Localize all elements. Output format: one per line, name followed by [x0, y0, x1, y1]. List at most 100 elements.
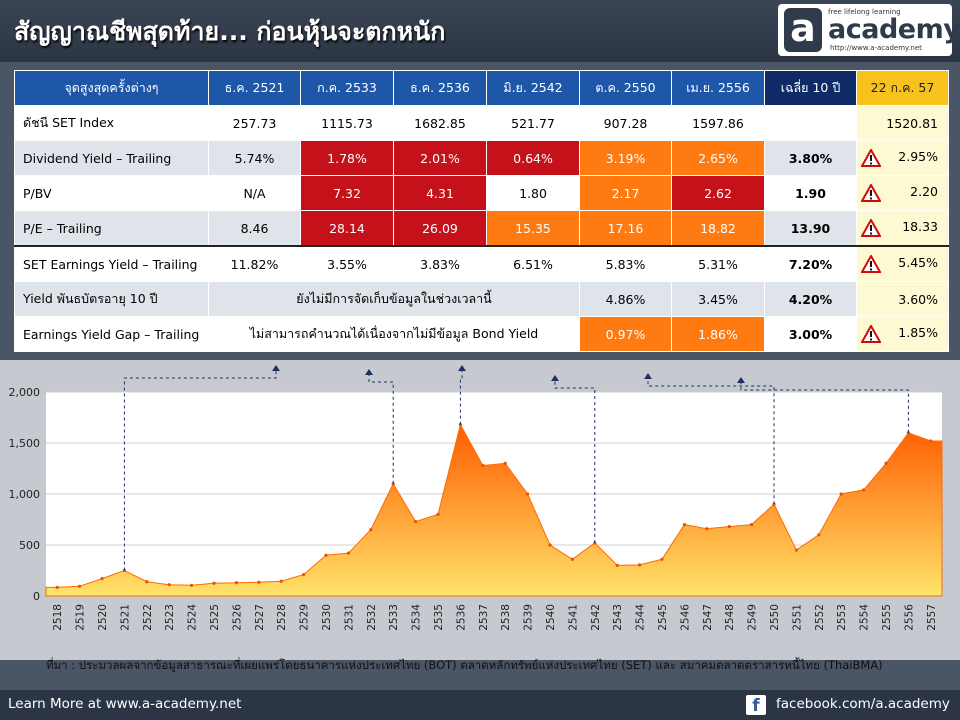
- current-value: 5.45%: [898, 255, 938, 270]
- average-cell: 1.90: [764, 175, 857, 211]
- x-tick-label: 2556: [903, 604, 915, 631]
- data-point: [279, 579, 283, 583]
- value-cell: 6.51%: [486, 245, 580, 282]
- y-tick-label: 2,000: [9, 386, 41, 399]
- x-tick-label: 2550: [769, 604, 781, 631]
- data-point: [145, 580, 149, 584]
- data-point: [234, 581, 238, 585]
- value-cell: 0.97%: [579, 316, 672, 352]
- x-tick-label: 2526: [231, 604, 243, 631]
- x-tick-label: 2532: [366, 604, 378, 631]
- data-point: [212, 581, 216, 585]
- x-tick-label: 2539: [523, 604, 535, 631]
- valuation-table: จุดสูงสุดครั้งต่างๆ ธ.ค. 2521 ก.ค. 2533 …: [14, 70, 949, 352]
- x-tick-label: 2524: [187, 604, 199, 631]
- data-point: [190, 583, 194, 587]
- header-cell: จุดสูงสุดครั้งต่างๆ: [14, 70, 209, 106]
- row-label: ดัชนี SET Index: [14, 105, 209, 141]
- header-cell: ต.ค. 2550: [579, 70, 672, 106]
- x-tick-label: 2557: [926, 604, 938, 631]
- x-tick-label: 2522: [142, 604, 154, 631]
- x-tick-label: 2536: [455, 604, 467, 631]
- merged-note-cell: ไม่สามารถคำนวณได้เนื่องจากไม่มีข้อมูล Bo…: [208, 316, 580, 352]
- data-point: [660, 557, 664, 561]
- table-row: Earnings Yield Gap – Trailing ไม่สามารถคำ…: [14, 316, 949, 352]
- value-cell: 3.19%: [579, 140, 672, 176]
- table-header-row: จุดสูงสุดครั้งต่างๆ ธ.ค. 2521 ก.ค. 2533 …: [14, 70, 949, 106]
- x-tick-label: 2528: [276, 604, 288, 631]
- page-title: สัญญาณชีพสุดท้าย... ก่อนหุ้นจะตกหนัก: [14, 17, 446, 46]
- x-tick-label: 2537: [478, 604, 490, 631]
- data-point: [929, 439, 933, 443]
- learn-more-link[interactable]: Learn More at www.a-academy.net: [8, 696, 242, 712]
- data-point: [346, 551, 350, 555]
- x-tick-label: 2538: [500, 604, 512, 631]
- table-row: SET Earnings Yield – Trailing 11.82% 3.55%…: [14, 245, 949, 282]
- x-tick-label: 2551: [791, 604, 803, 631]
- table-row: P/BV N/A 7.32 4.31 1.80 2.17 2.62 1.90 2.20: [14, 175, 949, 211]
- data-point: [638, 563, 642, 567]
- row-label: P/E – Trailing: [14, 210, 209, 247]
- average-cell: [764, 105, 857, 141]
- value-cell: 5.31%: [671, 245, 765, 282]
- data-point: [839, 492, 843, 496]
- warning-icon: [860, 182, 885, 202]
- data-point: [257, 580, 261, 584]
- value-cell: 1.86%: [671, 316, 765, 352]
- x-tick-label: 2553: [836, 604, 848, 631]
- value-cell: 1597.86: [671, 105, 765, 141]
- row-label: Yield พันธบัตรอายุ 10 ปี: [14, 281, 209, 317]
- source-footnote: ที่มา : ประมวลผลจากข้อมูลสาธารณะที่เผยแพ…: [46, 658, 883, 672]
- header-cell-current: 22 ก.ค. 57: [856, 70, 949, 106]
- data-point: [705, 527, 709, 531]
- data-point: [100, 577, 104, 581]
- facebook-link[interactable]: facebook.com/a.academy: [776, 696, 950, 712]
- data-point: [862, 488, 866, 492]
- x-tick-label: 2549: [747, 604, 759, 631]
- x-tick-label: 2555: [881, 604, 893, 631]
- data-point: [615, 563, 619, 567]
- data-point: [570, 557, 575, 561]
- x-tick-label: 2521: [119, 604, 131, 631]
- data-point: [414, 519, 418, 524]
- average-cell: 3.80%: [764, 140, 857, 176]
- data-point: [727, 525, 731, 529]
- header-cell: ธ.ค. 2521: [208, 70, 301, 106]
- value-cell: 5.83%: [579, 245, 672, 282]
- x-tick-label: 2554: [859, 604, 871, 631]
- logo-letter: a: [784, 8, 822, 52]
- data-point: [167, 583, 171, 587]
- value-cell: 2.65%: [671, 140, 765, 176]
- data-point: [481, 463, 485, 468]
- data-point: [682, 523, 687, 527]
- x-tick-label: 2519: [75, 604, 87, 631]
- value-cell: 2.17: [579, 175, 672, 211]
- peak-connector: [459, 366, 463, 425]
- x-tick-label: 2525: [209, 604, 221, 631]
- a-academy-logo[interactable]: a free lifelong learning academy http://…: [778, 4, 960, 56]
- x-tick-label: 2540: [545, 604, 557, 631]
- logo-word: academy: [828, 14, 960, 45]
- data-point: [750, 523, 754, 527]
- merged-note-cell: ยังไม่มีการจัดเก็บข้อมูลในช่วงเวลานี้: [208, 281, 580, 317]
- peak-connector: [740, 378, 909, 433]
- logo-url: http://www.a-academy.net: [830, 44, 922, 52]
- data-point: [526, 492, 530, 496]
- value-cell: 907.28: [579, 105, 672, 141]
- x-tick-label: 2543: [612, 604, 624, 631]
- peak-arrow: [365, 369, 373, 375]
- warning-icon: [860, 217, 885, 237]
- facebook-icon[interactable]: f: [746, 695, 766, 716]
- data-point: [884, 461, 888, 465]
- warning-icon: [860, 253, 885, 273]
- x-tick-label: 2548: [724, 604, 736, 631]
- current-cell: 2.95%: [856, 140, 949, 176]
- value-cell: 1115.73: [300, 105, 394, 141]
- value-cell: 1682.85: [393, 105, 487, 141]
- table-row: P/E – Trailing 8.46 28.14 26.09 15.35 17.16 18…: [14, 210, 949, 247]
- data-point: [503, 461, 507, 465]
- x-tick-label: 2530: [321, 604, 333, 631]
- value-cell: 17.16: [579, 210, 672, 247]
- peak-arrow: [551, 375, 559, 381]
- row-label: P/BV: [14, 175, 209, 211]
